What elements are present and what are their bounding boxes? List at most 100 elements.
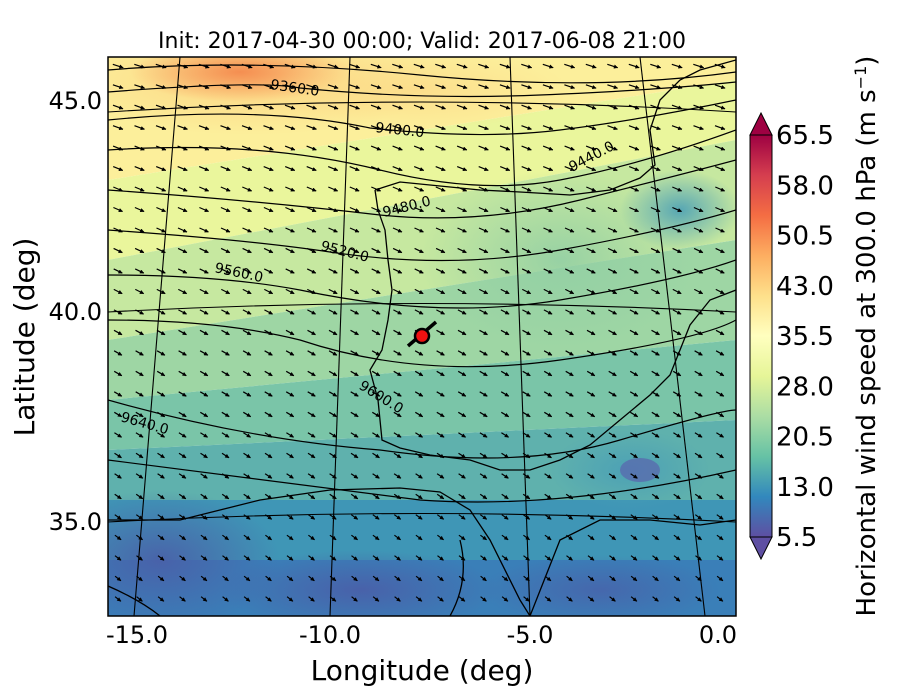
wind-arrow-head (525, 351, 531, 356)
wind-arrow-head (612, 208, 618, 212)
wind-arrow-head (548, 146, 554, 151)
wind-arrow-head (332, 433, 338, 438)
wind-arrow-head (203, 433, 209, 438)
wind-arrow-head (374, 556, 380, 561)
wind-arrow-head (591, 105, 597, 110)
colorbar-tick-label: 13.0 (776, 473, 834, 503)
wind-arrow-head (269, 126, 275, 130)
wind-arrow-head (634, 187, 640, 192)
wind-arrow-head (161, 167, 167, 171)
wind-arrow-head (398, 146, 403, 151)
wind-arrow-head (332, 412, 338, 418)
y-axis-title: Latitude (deg) (8, 238, 41, 437)
wind-arrow-head (634, 126, 640, 130)
wind-arrow-head (675, 535, 681, 541)
wind-arrow-head (439, 392, 445, 397)
wind-arrow-head (204, 208, 210, 212)
wind-arrow-head (505, 105, 511, 110)
wind-arrow-head (568, 351, 574, 356)
wind-arrow-head (417, 576, 423, 582)
wind-arrow-head (224, 453, 230, 459)
wind-arrow-head (590, 371, 596, 376)
wind-arrow-head (396, 433, 402, 438)
wind-arrow-head (375, 453, 380, 459)
wind-arrow-head (525, 412, 531, 418)
wind-arrow-head (269, 146, 274, 151)
wind-arrow-head (503, 556, 509, 561)
wind-arrow-head (311, 269, 317, 274)
wind-arrow-head (675, 576, 681, 582)
wind-arrow-head (375, 289, 381, 294)
wind-arrow-head (116, 556, 122, 561)
wind-arrow-head (117, 433, 123, 438)
wind-arrow-head (139, 289, 145, 294)
wind-arrow-head (333, 228, 339, 233)
wind-arrow-head (374, 576, 380, 582)
wind-arrow-head (526, 249, 532, 253)
wind-arrow-head (503, 494, 509, 500)
wind-arrow-head (246, 433, 252, 438)
wind-arrow-head (245, 535, 251, 541)
wind-arrow-head (331, 474, 337, 479)
wind-arrow-head (440, 310, 446, 315)
wind-arrow-head (418, 269, 424, 274)
wind-arrow-head (312, 84, 318, 89)
wind-arrow-head (138, 433, 144, 438)
wind-arrow-head (505, 187, 511, 192)
wind-arrow-head (612, 187, 618, 192)
wind-arrow-head (118, 228, 124, 233)
wind-arrow-head (504, 330, 510, 335)
wind-arrow-head (353, 535, 359, 541)
wind-arrow-head (226, 64, 232, 69)
wind-arrow-head (376, 208, 382, 212)
wind-arrow-head (718, 494, 724, 500)
wind-arrow-head (118, 64, 124, 69)
wind-arrow-head (268, 187, 274, 192)
wind-arrow-head (719, 330, 725, 335)
wind-arrow-head (719, 453, 724, 459)
wind-arrow-head (267, 576, 272, 582)
y-tick-label: 35.0 (49, 508, 102, 536)
wind-arrow-head (396, 535, 402, 541)
wind-arrow-head (698, 269, 704, 274)
wind-arrow-head (697, 433, 703, 438)
wind-arrow-head (611, 412, 617, 418)
wind-arrow-head (225, 330, 230, 335)
wind-arrow-head (611, 474, 617, 479)
wind-arrow-head (417, 515, 423, 520)
wind-arrow-head (289, 433, 295, 438)
wind-arrow-head (398, 105, 404, 110)
wind-arrow-head (138, 351, 144, 356)
wind-arrow-head (654, 412, 660, 418)
wind-arrow-head (612, 228, 618, 233)
wind-arrow-head (439, 494, 445, 500)
wind-arrow-head (354, 310, 360, 315)
wind-arrow-head (461, 371, 467, 376)
wind-arrow-head (676, 371, 682, 376)
wind-arrow-head (159, 576, 165, 582)
colorbar-title-exponent: −1 (851, 66, 870, 90)
wind-arrow-head (612, 167, 618, 171)
wind-arrow-head (482, 494, 488, 500)
wind-arrow-head (160, 351, 166, 356)
wind-arrow-head (203, 269, 209, 274)
wind-arrow-head (269, 64, 275, 69)
wind-arrow-head (396, 576, 401, 582)
wind-arrow-head (677, 105, 683, 110)
wind-arrow-head (311, 208, 317, 212)
wind-arrow-head (159, 494, 165, 500)
wind-arrow-head (182, 187, 188, 192)
wind-arrow-head (503, 597, 509, 602)
wind-arrow-head (505, 146, 511, 151)
colorbar-tick-label: 50.5 (776, 222, 834, 252)
wind-arrow-head (698, 187, 704, 192)
wind-arrow-head (546, 474, 552, 479)
wind-arrow-head (548, 167, 554, 171)
wind-arrow-head (590, 289, 596, 294)
wind-arrow-head (570, 64, 576, 69)
wind-arrow-head (288, 515, 294, 520)
wind-arrow-head (547, 269, 553, 274)
wind-arrow-head (482, 474, 488, 479)
wind-arrow-head (591, 64, 597, 69)
